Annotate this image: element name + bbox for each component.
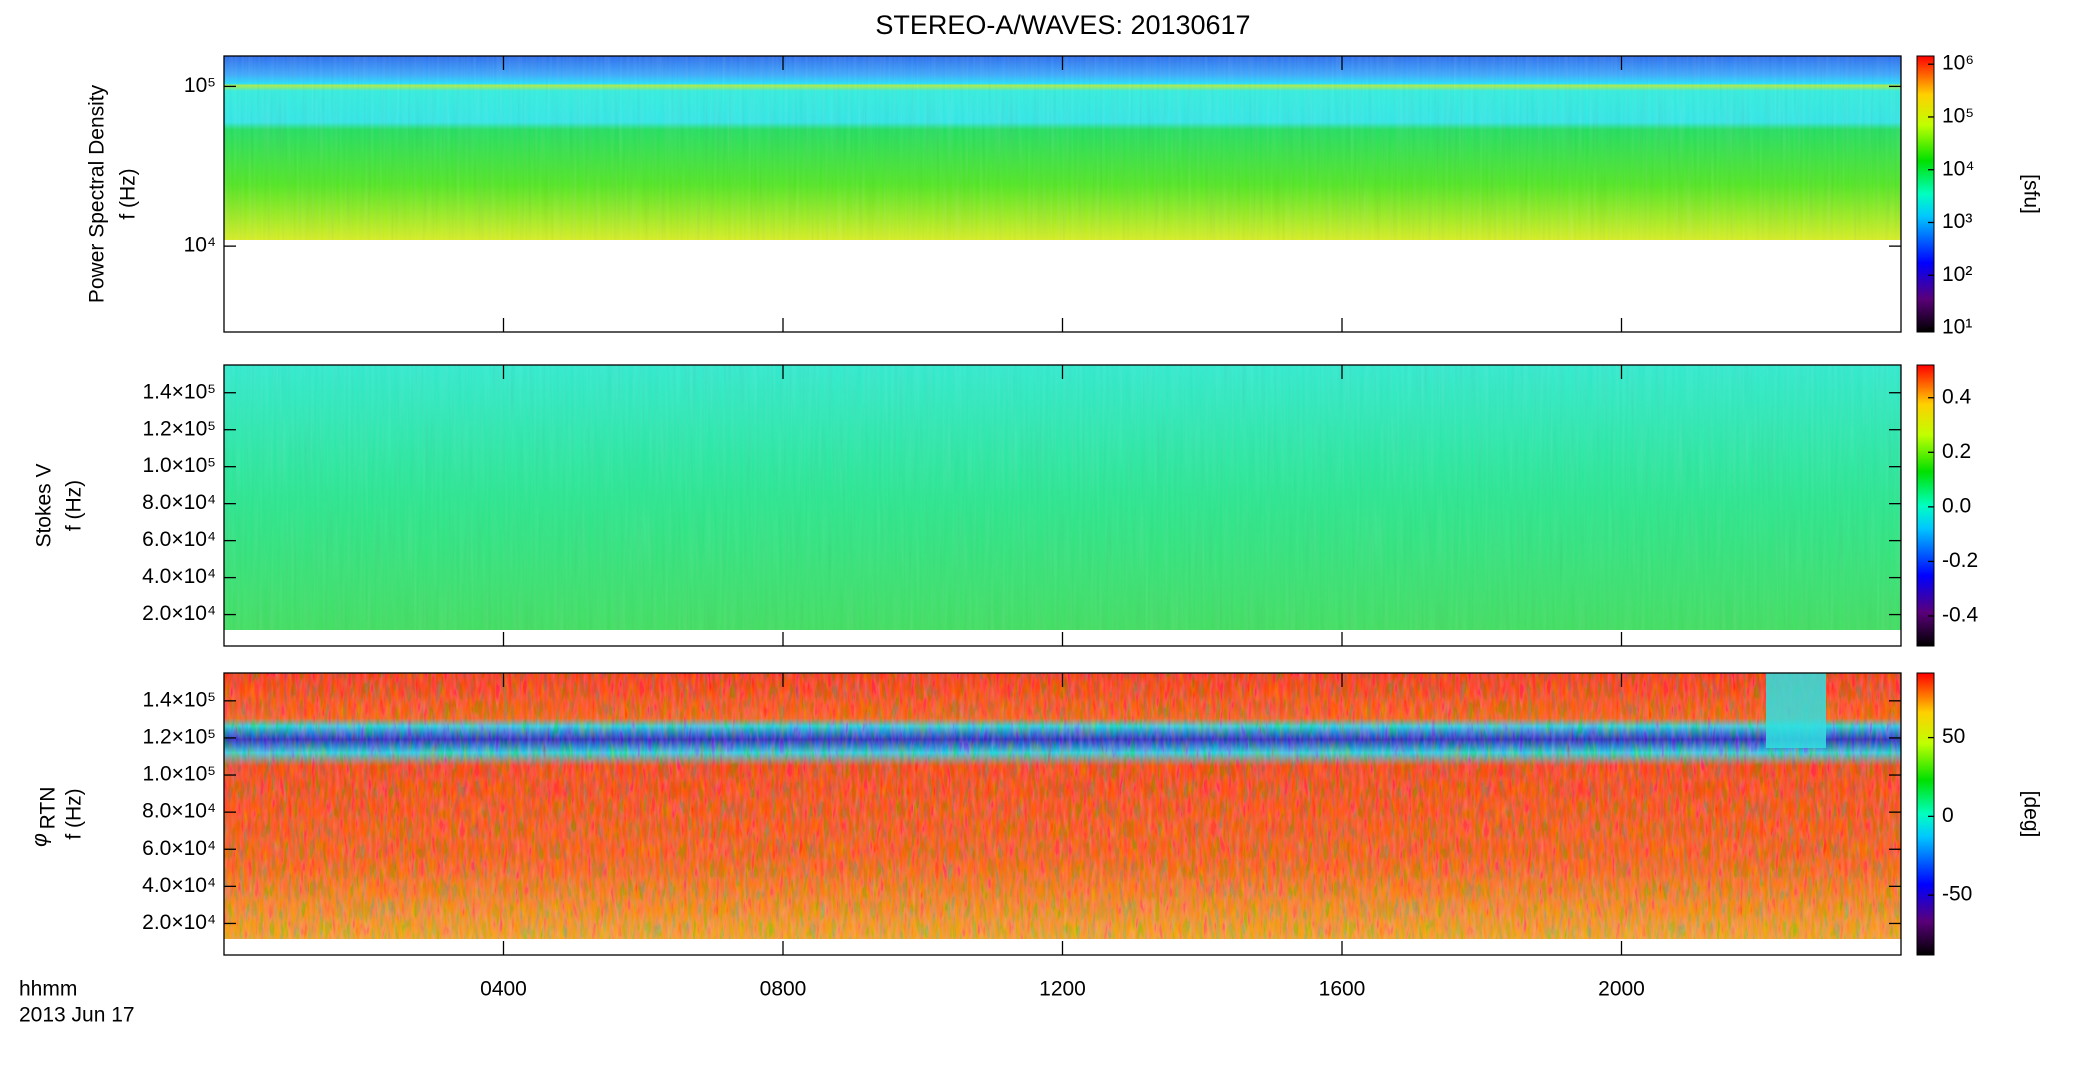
colorbar-tick-label: 0 — [1942, 804, 1954, 827]
y-axis-label: Power Spectral Density — [86, 84, 109, 303]
y-tick-label: 2.0×10⁴ — [142, 911, 216, 934]
x-tick-label: 1600 — [1319, 978, 1366, 1001]
colorbar — [1916, 672, 1935, 956]
colorbar-label: [deg] — [2019, 791, 2042, 838]
colorbar-tick-label: 10³ — [1942, 210, 1972, 233]
colorbar-tick-label: -0.2 — [1942, 549, 1978, 572]
y-axis-label: f (Hz) — [63, 788, 86, 839]
x-tick-label: 0800 — [760, 978, 807, 1001]
x-tick-label: 1200 — [1039, 978, 1086, 1001]
y-tick-label: 6.0×10⁴ — [142, 837, 216, 860]
y-axis-symbol: φ — [29, 833, 52, 847]
spectrogram-patch — [1766, 673, 1826, 748]
y-tick-label: 1.2×10⁵ — [142, 417, 216, 440]
colorbar-tick-label: 10⁴ — [1942, 157, 1974, 180]
y-tick-label: 4.0×10⁴ — [142, 874, 216, 897]
spectrogram-texture — [224, 56, 1901, 240]
y-tick-label: 10⁵ — [184, 74, 216, 97]
colorbar-tick-label: 10¹ — [1942, 316, 1972, 339]
colorbar-tick-label: 10² — [1942, 263, 1972, 286]
x-axis-label: hhmm — [19, 978, 77, 1001]
y-axis-label: f (Hz) — [117, 168, 140, 219]
y-tick-label: 1.0×10⁵ — [142, 454, 216, 477]
colorbar-tick-label: -50 — [1942, 883, 1972, 906]
colorbar-tick-label: 10⁵ — [1942, 105, 1974, 128]
colorbar-tick-label: 0.4 — [1942, 385, 1972, 408]
spectrogram-texture — [224, 673, 1901, 939]
y-tick-label: 8.0×10⁴ — [142, 491, 216, 514]
y-tick-label: 10⁴ — [184, 234, 216, 257]
x-tick-label: 2000 — [1598, 978, 1645, 1001]
y-tick-label: 1.0×10⁵ — [142, 763, 216, 786]
spectrogram-texture — [224, 365, 1901, 630]
y-tick-label: 4.0×10⁴ — [142, 565, 216, 588]
date-label: 2013 Jun 17 — [19, 1004, 135, 1027]
colorbar-tick-label: 50 — [1942, 725, 1965, 748]
colorbar-label: [sfu] — [2019, 174, 2042, 214]
colorbar — [1916, 364, 1935, 647]
colorbar-tick-label: 10⁶ — [1942, 52, 1974, 75]
y-tick-label: 1.4×10⁵ — [142, 688, 216, 711]
y-tick-label: 1.2×10⁵ — [142, 725, 216, 748]
y-axis-symbol-subscript: RTN — [37, 787, 60, 830]
chart-title: STEREO-A/WAVES: 20130617 — [875, 10, 1250, 40]
y-axis-label: Stokes V — [33, 463, 56, 547]
y-axis-label: f (Hz) — [63, 480, 86, 531]
colorbar-tick-label: 0.2 — [1942, 440, 1971, 463]
x-tick-label: 0400 — [480, 978, 527, 1001]
y-tick-label: 2.0×10⁴ — [142, 602, 216, 625]
colorbar — [1916, 55, 1935, 333]
colorbar-tick-label: -0.4 — [1942, 604, 1979, 627]
colorbar-tick-label: 0.0 — [1942, 494, 1971, 517]
y-tick-label: 8.0×10⁴ — [142, 800, 216, 823]
y-tick-label: 1.4×10⁵ — [142, 380, 216, 403]
y-tick-label: 6.0×10⁴ — [142, 528, 216, 551]
